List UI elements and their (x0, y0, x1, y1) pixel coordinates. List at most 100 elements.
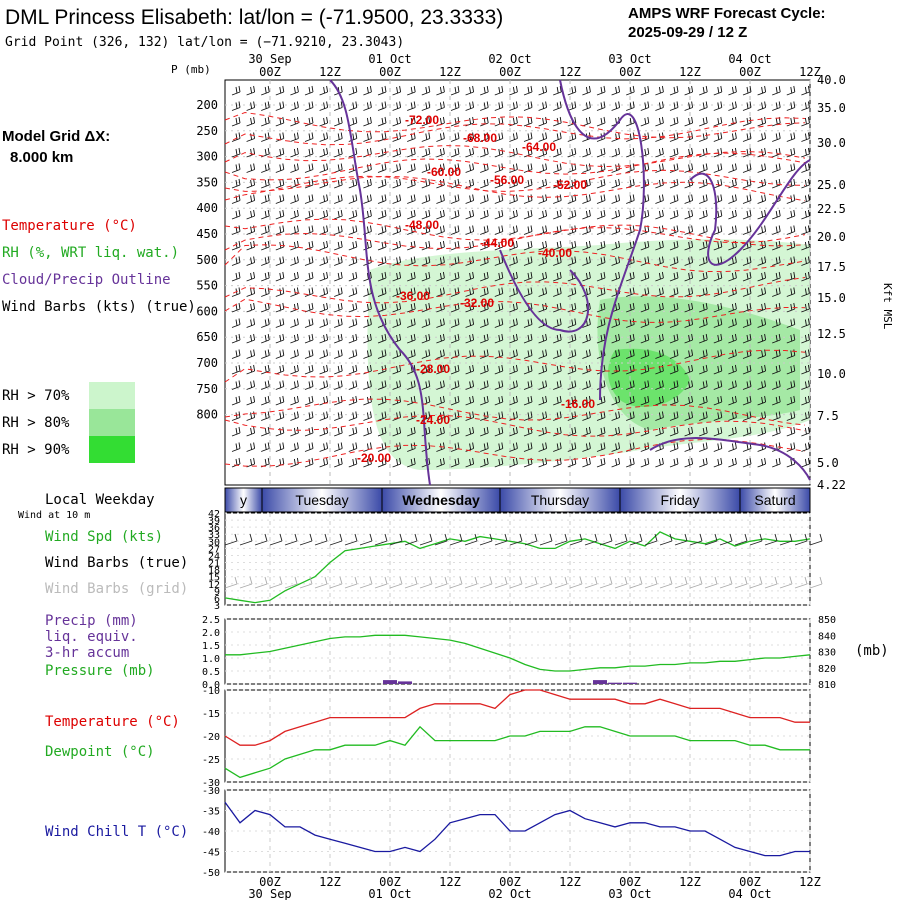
wind-barb (509, 147, 518, 158)
temperature-line (224, 689, 810, 746)
wind-barb (261, 116, 270, 127)
tick-label: 9 (214, 587, 220, 598)
model-grid-label: Model Grid ΔX: (2, 128, 110, 145)
wind-barb (801, 147, 810, 158)
wind-barb (363, 349, 372, 359)
wind-barb (669, 380, 679, 390)
wind-barb (742, 395, 752, 406)
grid-wind-barb (599, 576, 613, 589)
wind-barb (348, 333, 358, 344)
wind-barb (363, 116, 372, 127)
wind-barb (684, 209, 694, 220)
temperature-contour (224, 414, 806, 437)
legend-cloud: Cloud/Precip Outline (2, 272, 171, 288)
wind-barb (450, 380, 460, 390)
weekday-name: Friday (661, 492, 700, 508)
tick-label: 6 (214, 594, 220, 605)
wind-barb (275, 411, 285, 421)
surface-wind-barb (419, 533, 433, 546)
wind-barb (304, 256, 314, 266)
wind-barb (801, 101, 810, 111)
wind-barb (304, 163, 314, 173)
wind-barb (319, 132, 329, 142)
wind-barb (801, 442, 810, 452)
wind-barb (596, 302, 606, 313)
temp-contour-label: -20.00 (357, 451, 391, 465)
wind-barb (450, 271, 460, 282)
wind-barb (231, 194, 241, 204)
wind-barb (786, 132, 796, 142)
wind-barb (465, 132, 475, 142)
temperature-contour (224, 152, 806, 181)
wind-barb (377, 194, 387, 204)
wind-speed-label: Wind Spd (kts) (45, 529, 163, 545)
wind-barb (436, 457, 445, 468)
wind-barb (392, 457, 402, 468)
wind-barb (713, 85, 723, 96)
wind-barb (421, 240, 431, 251)
grid-wind-barb (359, 576, 373, 589)
wind-barb (465, 333, 475, 344)
wind-barb (611, 442, 621, 452)
wind-barb (611, 395, 621, 406)
wind-barb (465, 271, 475, 282)
tick-label: 15 (208, 573, 220, 584)
wind-barb (596, 85, 606, 96)
wind-barb (465, 287, 475, 297)
wind-barb (319, 411, 329, 421)
grid-wind-barb (314, 576, 328, 589)
bottom-hour-label: 12Z (799, 875, 821, 889)
wind-barb (348, 318, 358, 328)
wind-barb (596, 426, 606, 437)
temp-contour-label: -44.00 (480, 236, 514, 250)
wind-barb (742, 364, 752, 375)
wind-barb (377, 411, 387, 421)
wind-barb (567, 333, 577, 344)
pressure-tick-label: 500 (196, 253, 218, 267)
wind-barb (684, 101, 694, 111)
weekday-segment (619, 487, 741, 513)
wind-barb (304, 395, 314, 406)
wind-barb (582, 178, 591, 189)
wind-barb (334, 349, 343, 359)
grid-point: Grid Point (326, 132) lat/lon = (−71.921… (5, 35, 404, 50)
temperature-contour (224, 117, 806, 146)
wind-barb (611, 318, 621, 328)
wind-barb (261, 194, 270, 204)
tick-label: 0.5 (202, 667, 220, 678)
tick-label: 2.5 (202, 615, 220, 626)
tick-label: 21 (208, 559, 220, 570)
wind-barb (523, 271, 533, 282)
wind-barb (596, 287, 606, 297)
bottom-hour-label: 00Z (379, 875, 401, 889)
wind-barb (757, 380, 767, 390)
wind-barb (626, 209, 635, 220)
wind-barb (246, 209, 256, 220)
wind-barb (231, 442, 241, 452)
wind-barb (538, 132, 548, 142)
wind-barb (334, 302, 343, 313)
wind-barb (290, 333, 299, 344)
wind-barb (567, 380, 577, 390)
wind-barb (261, 287, 270, 297)
top-hour-label: 12Z (319, 65, 341, 79)
wind-barb (538, 364, 548, 375)
wind-barb (494, 271, 504, 282)
wind-barb (772, 132, 781, 142)
wind-barb (407, 457, 416, 468)
surface-wind-barb (614, 533, 628, 546)
wind-barb (290, 442, 299, 452)
tick-label: -15 (202, 709, 220, 720)
wind-barb (290, 318, 299, 328)
surface-wind-barb (809, 533, 823, 546)
pressure-axis: 200 250 300 350 400 450 500 550 600 650 700 750 800 (196, 98, 218, 422)
bottom-time-axis: 30 Sep 01 Oct 02 Oct 03 Oct 04 Oct 00Z 12… (248, 875, 821, 900)
wind-barb (626, 101, 635, 111)
wind-barb (699, 116, 708, 127)
wind-barb (480, 194, 489, 204)
wind-barb (611, 457, 621, 468)
bottom-date-label: 30 Sep (248, 887, 291, 900)
wind-barb (319, 318, 329, 328)
wind-barb (392, 132, 402, 142)
surface-wind-barb (569, 533, 583, 546)
